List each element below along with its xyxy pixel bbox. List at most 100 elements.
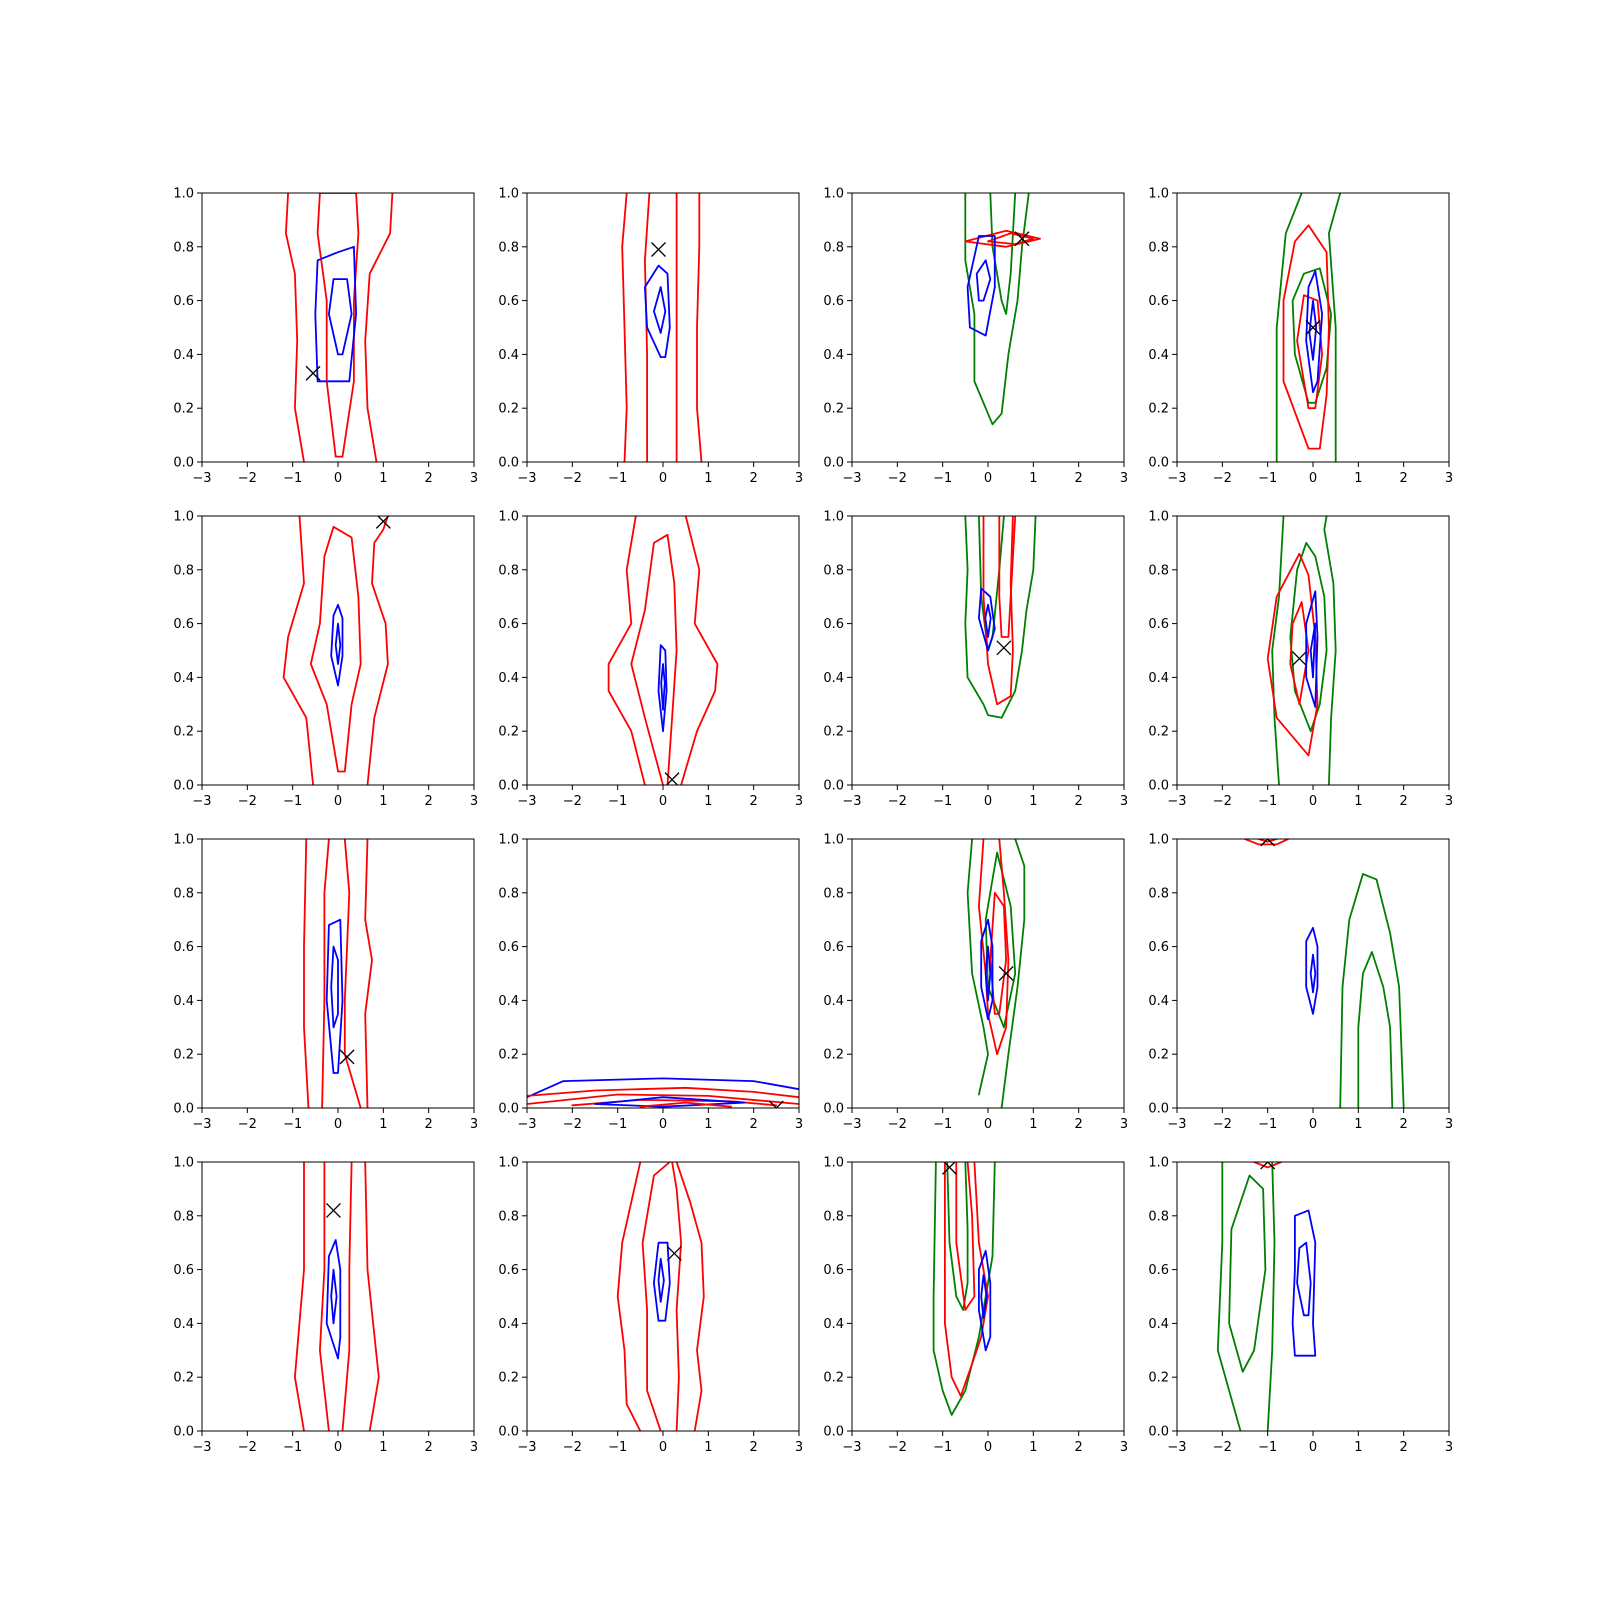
x-tick-label: 1 — [704, 1440, 712, 1455]
x-tick-label: −1 — [933, 1117, 952, 1132]
x-marker — [1260, 839, 1276, 847]
y-tick-label: 0.8 — [173, 886, 194, 901]
contour-line-red — [343, 839, 362, 1108]
axes-frame — [1176, 838, 1450, 1109]
x-marker-stroke — [1305, 320, 1321, 335]
x-tick-label: −1 — [1258, 471, 1277, 486]
contour-line-red — [1282, 224, 1330, 450]
x-tick-label: 2 — [750, 1440, 758, 1455]
contour-line-blue — [325, 1239, 342, 1360]
contour-line-blue — [325, 918, 344, 1074]
x-tick-label: 1 — [1029, 1440, 1037, 1455]
contour-line-green — [989, 193, 1017, 315]
x-tick-label: 2 — [750, 1117, 758, 1132]
contour-line-blue — [330, 945, 339, 1029]
x-tick-label: 3 — [1445, 471, 1453, 486]
contour-line-red — [293, 1162, 305, 1431]
subplot-3-1: −3 −2 −1 0 1 2 3 0.0 0.2 0.4 0.6 0.8 1.0 — [173, 833, 478, 1133]
x-tick-label: 0 — [984, 471, 992, 486]
x-tick-label: 2 — [425, 1440, 433, 1455]
contour-line-green — [1000, 839, 1026, 1108]
contour-line-blue — [1309, 953, 1317, 994]
contour-line-red — [978, 839, 1010, 1056]
plot-area — [607, 516, 719, 785]
y-tick-label: 0.2 — [823, 402, 844, 417]
y-tick-label: 0.4 — [173, 348, 194, 363]
x-tick-label: 0 — [659, 1117, 667, 1132]
y-tick-label: 1.0 — [823, 187, 844, 202]
x-tick-label: −2 — [1213, 1117, 1232, 1132]
y-tick-label: 0.8 — [173, 240, 194, 255]
x-marker — [1014, 231, 1030, 247]
y-tick-label: 0.2 — [173, 725, 194, 740]
x-tick-label: 2 — [1400, 1117, 1408, 1132]
x-tick-label: −2 — [1213, 794, 1232, 809]
axes-frame — [526, 1161, 800, 1432]
x-tick-label: 0 — [334, 1440, 342, 1455]
x-tick-label: 3 — [795, 471, 803, 486]
x-tick-label: 0 — [984, 794, 992, 809]
x-tick-label: 1 — [1354, 1117, 1362, 1132]
x-tick-label: 1 — [379, 1440, 387, 1455]
contour-line-red — [621, 193, 628, 462]
y-tick-label: 0.8 — [498, 240, 519, 255]
y-tick-label: 0.0 — [823, 1425, 844, 1440]
y-tick-label: 0.8 — [173, 563, 194, 578]
y-tick-label: 0.6 — [498, 294, 519, 309]
y-tick-label: 0.4 — [823, 1317, 844, 1332]
x-marker — [1260, 1162, 1276, 1170]
contour-line-blue — [1296, 1241, 1312, 1317]
y-tick-label: 0.6 — [498, 940, 519, 955]
contour-line-green — [1275, 193, 1303, 462]
x-tick-label: −3 — [1167, 794, 1186, 809]
x-tick-label: −2 — [1213, 1440, 1232, 1455]
contour-line-blue — [660, 663, 666, 711]
x-marker — [942, 1162, 957, 1175]
y-tick-label: 0.0 — [1148, 1102, 1169, 1117]
contour-line-red — [680, 516, 719, 785]
x-marker-stroke — [665, 772, 680, 785]
y-tick-label: 1.0 — [498, 1156, 519, 1171]
subplot-1-2: −3 −2 −1 0 1 2 3 0.0 0.2 0.4 0.6 0.8 1.0 — [498, 187, 803, 487]
x-marker — [1291, 651, 1307, 667]
x-marker-stroke — [666, 1246, 682, 1261]
y-tick-label: 0.4 — [498, 1317, 519, 1332]
contour-line-blue — [1305, 590, 1319, 708]
contour-line-red — [341, 1162, 353, 1431]
subplot-2-3: −3 −2 −1 0 1 2 3 0.0 0.2 0.4 0.6 0.8 1.0 — [823, 510, 1128, 810]
x-marker — [666, 1246, 682, 1261]
y-tick-label: 0.6 — [173, 1263, 194, 1278]
contour-line-blue — [980, 918, 994, 1021]
axes-frame — [201, 1161, 475, 1432]
y-tick-label: 1.0 — [498, 187, 519, 202]
contour-line-green — [964, 193, 1030, 426]
y-tick-label: 0.4 — [498, 348, 519, 363]
plot-area — [616, 1162, 705, 1431]
y-tick-label: 0.0 — [173, 456, 194, 471]
subplot-4-4: −3 −2 −1 0 1 2 3 0.0 0.2 0.4 0.6 0.8 1.0 — [1148, 1156, 1453, 1456]
contour-line-red — [630, 533, 678, 785]
x-tick-label: −3 — [517, 1117, 536, 1132]
x-marker-stroke — [1266, 1162, 1276, 1170]
contour-line-green — [1291, 267, 1332, 404]
y-tick-label: 0.6 — [173, 940, 194, 955]
contour-line-red — [284, 193, 305, 462]
contour-line-red — [639, 1101, 732, 1108]
y-tick-label: 0.8 — [1148, 563, 1169, 578]
contour-line-green — [966, 839, 989, 1096]
subplot-4-1: −3 −2 −1 0 1 2 3 0.0 0.2 0.4 0.6 0.8 1.0 — [173, 1156, 478, 1456]
axes-frame — [526, 192, 800, 463]
x-tick-label: 0 — [334, 471, 342, 486]
y-tick-label: 0.8 — [823, 240, 844, 255]
contour-line-red — [998, 516, 1017, 638]
subplot-1-3: −3 −2 −1 0 1 2 3 0.0 0.2 0.4 0.6 0.8 1.0 — [823, 187, 1128, 487]
x-marker — [326, 1202, 341, 1218]
contour-line-red — [366, 516, 389, 785]
x-tick-label: 0 — [659, 471, 667, 486]
x-tick-label: 0 — [334, 1117, 342, 1132]
x-tick-label: −2 — [888, 1440, 907, 1455]
y-tick-label: 1.0 — [498, 510, 519, 525]
contour-line-green — [1228, 1174, 1267, 1373]
y-tick-label: 1.0 — [823, 1156, 844, 1171]
